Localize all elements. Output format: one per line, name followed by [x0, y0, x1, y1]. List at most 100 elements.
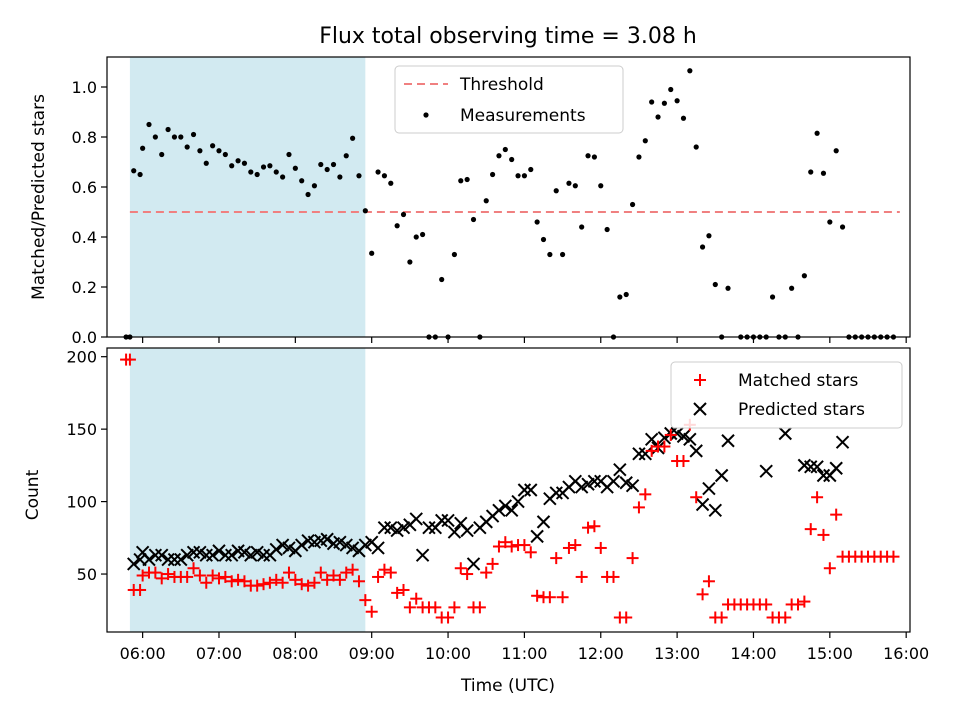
- measurement-point: [470, 216, 477, 223]
- predicted-star-point: [422, 520, 436, 535]
- matched-star-point: [562, 541, 575, 554]
- matched-star-point: [314, 566, 327, 579]
- measurement-point: [547, 251, 553, 258]
- predicted-star-point: [524, 483, 538, 497]
- measurement-point: [674, 98, 680, 104]
- matched-star-point: [282, 566, 295, 579]
- predicted-star-point: [835, 435, 850, 449]
- measurement-point: [789, 285, 795, 291]
- measurement-point: [400, 211, 407, 218]
- measurements-legend-label: Measurements: [460, 106, 586, 126]
- predicted-star-point: [225, 548, 239, 562]
- matched-star-point: [715, 611, 728, 624]
- measurement-point: [146, 121, 152, 128]
- matched-star-point: [505, 540, 518, 553]
- matched-star-point: [162, 568, 175, 581]
- matched-star-point: [626, 552, 639, 565]
- predicted-star-point: [199, 548, 213, 562]
- measurement-point: [152, 134, 158, 140]
- measurement-point: [273, 169, 279, 175]
- predicted-star-point: [702, 481, 716, 496]
- measurement-point: [687, 68, 693, 74]
- predicted-star-point: [708, 503, 723, 517]
- x-tick-label: 15:00: [807, 644, 853, 663]
- measurement-point: [337, 174, 343, 180]
- matched-star-point: [403, 601, 416, 614]
- measurement-point: [286, 151, 292, 158]
- top-shaded-window: [129, 57, 366, 337]
- matched-star-point: [518, 539, 531, 552]
- measurement-point: [369, 250, 375, 256]
- matched-star-point: [308, 576, 321, 589]
- x-tick-label: 11:00: [501, 644, 547, 663]
- measurement-point: [420, 231, 426, 238]
- matched-star-point: [473, 601, 486, 614]
- predicted-star-point: [804, 460, 818, 474]
- bottom-y-axis: 50 100 150 200: [66, 348, 107, 584]
- measurement-point: [528, 166, 534, 173]
- matched-star-point: [410, 592, 423, 605]
- measurement-point: [820, 170, 827, 176]
- measurement-point: [591, 154, 597, 160]
- predicted-star-point: [689, 444, 703, 458]
- measurement-point: [165, 126, 171, 133]
- measurement-point: [140, 145, 146, 151]
- measurement-point: [260, 164, 267, 170]
- matched-star-point: [276, 576, 289, 589]
- predicted-star-point: [174, 552, 188, 567]
- matched-star-point: [378, 563, 391, 576]
- measurement-point: [311, 183, 318, 189]
- matched-star-point: [251, 579, 264, 592]
- matched-star-point: [702, 575, 715, 588]
- measurement-point: [636, 154, 642, 160]
- top-plot-frame: [106, 56, 911, 338]
- measurement-point: [585, 153, 591, 159]
- x-tick-label: 09:00: [349, 644, 395, 663]
- measurement-point: [769, 294, 776, 300]
- bottom-shaded-window: [129, 348, 366, 632]
- matched-star-point: [690, 491, 703, 504]
- top-x-axis: [142, 337, 907, 343]
- measurement-point: [559, 251, 566, 258]
- measurement-point: [572, 183, 578, 189]
- predicted-star-point: [320, 532, 334, 546]
- x-tick-label: 13:00: [654, 644, 700, 663]
- matched-star-point: [123, 353, 136, 366]
- matched-star-point: [149, 566, 162, 579]
- bottom-y-axis-label: Count: [23, 469, 43, 520]
- matched-star-point: [397, 583, 410, 596]
- measurement-point: [496, 153, 502, 159]
- predicted-star-point: [721, 434, 735, 448]
- matched-star-point: [365, 605, 378, 618]
- measurement-point: [330, 161, 337, 168]
- measurement-point: [299, 178, 305, 184]
- measurement-point: [190, 131, 197, 138]
- predicted-star-point: [810, 460, 824, 474]
- predicted-star-point: [371, 541, 385, 555]
- matched-star-point: [187, 562, 200, 575]
- x-tick-label: 06:00: [120, 644, 166, 663]
- bottom-y-tick-label: 50: [77, 565, 97, 584]
- matched-star-point: [181, 570, 194, 583]
- matched-star-point: [206, 569, 219, 582]
- matched-star-point: [499, 536, 512, 549]
- predicted-star-point: [218, 548, 233, 562]
- matched-star-point: [200, 576, 213, 589]
- predicted-star-point: [127, 557, 141, 571]
- top-y-tick-label: 0.8: [72, 128, 97, 147]
- predicted-star-point: [447, 525, 462, 539]
- predicted-star-point: [511, 494, 525, 509]
- top-legend-box: [394, 65, 624, 134]
- predicted-star-point: [155, 548, 169, 562]
- matched-star-point: [391, 586, 404, 599]
- predicted-star-point: [460, 523, 474, 538]
- measurement-point: [801, 273, 807, 279]
- measurement-point: [617, 294, 623, 300]
- measurement-point: [598, 183, 604, 189]
- matched-star-point: [607, 570, 620, 583]
- matched-star-point: [352, 575, 365, 588]
- x-tick-label: 07:00: [196, 644, 242, 663]
- matched-star-point: [798, 595, 811, 608]
- predicted-star-point: [161, 552, 175, 567]
- top-y-tick-label: 0.0: [72, 328, 97, 347]
